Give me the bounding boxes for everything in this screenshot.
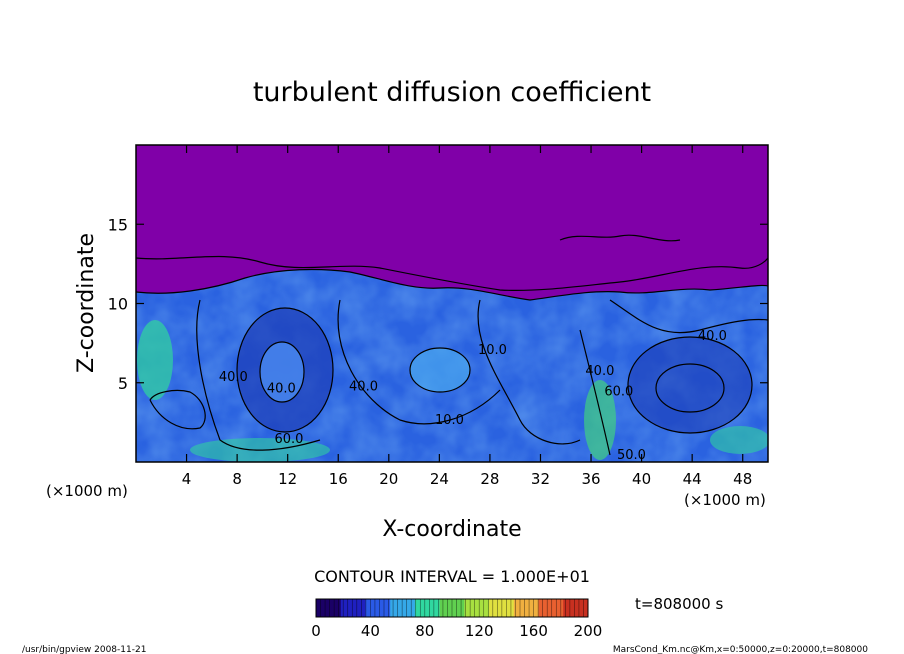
colorbar-tick-label: 0 bbox=[311, 622, 321, 640]
colorbar-tick-label: 200 bbox=[574, 622, 603, 640]
colorbar-tick-label: 40 bbox=[361, 622, 380, 640]
y-tick-label: 15 bbox=[108, 215, 128, 234]
x-axis-label: X-coordinate bbox=[382, 517, 521, 542]
contour-label: 40.0 bbox=[219, 370, 248, 385]
colorbar-swatch bbox=[390, 599, 416, 617]
footer-left: /usr/bin/gpview 2008-11-21 bbox=[22, 645, 146, 654]
chart-title: turbulent diffusion coefficient bbox=[253, 77, 651, 108]
green-patch-left bbox=[137, 320, 173, 400]
colorbar-swatch bbox=[316, 599, 342, 617]
colorbar-frame bbox=[315, 598, 589, 618]
x-tick-label: 36 bbox=[581, 470, 600, 488]
colorbar-swatch bbox=[340, 599, 366, 617]
x-tick-label: 8 bbox=[232, 470, 242, 488]
x-tick-label: 16 bbox=[329, 470, 348, 488]
x-tick-label: 12 bbox=[278, 470, 297, 488]
x-tick-label: 4 bbox=[182, 470, 192, 488]
colorbar-tick-label: 80 bbox=[415, 622, 434, 640]
colorbar bbox=[316, 599, 589, 617]
plot-area bbox=[136, 145, 768, 462]
x-tick-label: 44 bbox=[683, 470, 702, 488]
contour-label: 60.0 bbox=[274, 432, 303, 447]
eddy-center bbox=[410, 348, 470, 392]
colorbar-tick-label: 160 bbox=[519, 622, 548, 640]
x-unit-label-left: (×1000 m) bbox=[46, 482, 128, 500]
colorbar-swatch bbox=[563, 599, 589, 617]
green-patch-right bbox=[710, 426, 768, 454]
contour-label: 40.0 bbox=[698, 329, 727, 344]
contour-label: 10.0 bbox=[435, 413, 464, 428]
contour-label: 50.0 bbox=[617, 448, 646, 463]
colorbar-swatch bbox=[414, 599, 441, 617]
contour-interval-label: CONTOUR INTERVAL = 1.000E+01 bbox=[314, 567, 590, 586]
x-tick-label: 48 bbox=[733, 470, 752, 488]
contour-label: 40.0 bbox=[585, 364, 614, 379]
colorbar-swatch bbox=[464, 599, 490, 617]
x-unit-label-right: (×1000 m) bbox=[684, 491, 766, 509]
y-tick-label: 5 bbox=[118, 374, 128, 393]
time-label: t=808000 s bbox=[635, 595, 723, 613]
x-tick-label: 24 bbox=[430, 470, 449, 488]
colorbar-swatch bbox=[513, 599, 540, 617]
colorbar-ticks: 0 40 80 120 160 200 bbox=[311, 622, 602, 640]
eddy-right bbox=[628, 337, 752, 433]
y-tick-label: 10 bbox=[108, 295, 128, 314]
x-tick-label: 20 bbox=[379, 470, 398, 488]
colorbar-tick-label: 120 bbox=[465, 622, 494, 640]
footer-right: MarsCond_Km.nc@Km,x=0:50000,z=0:20000,t=… bbox=[613, 645, 868, 654]
x-tick-label: 40 bbox=[632, 470, 651, 488]
contour-labels: 40.0 60.0 40.0 40.0 10.0 10.0 40.0 60.0 50.0 40.0 bbox=[219, 329, 727, 463]
y-axis-label: Z-coordinate bbox=[74, 233, 99, 373]
x-tick-label: 32 bbox=[531, 470, 550, 488]
eddy-left-core bbox=[260, 342, 304, 402]
contour-label: 40.0 bbox=[267, 381, 296, 396]
contour-lines bbox=[136, 234, 768, 456]
contour-label: 40.0 bbox=[349, 380, 378, 395]
colorbar-swatch bbox=[365, 599, 391, 617]
contour-label: 60.0 bbox=[604, 384, 633, 399]
colorbar-swatch bbox=[538, 599, 564, 617]
x-axis-ticks: 4 8 12 16 20 24 28 32 36 40 44 48 bbox=[182, 145, 752, 488]
contour-label: 10.0 bbox=[478, 343, 507, 358]
y-axis-ticks: 5 10 15 bbox=[108, 215, 768, 393]
green-patch-mid bbox=[584, 380, 616, 460]
x-tick-label: 28 bbox=[480, 470, 499, 488]
